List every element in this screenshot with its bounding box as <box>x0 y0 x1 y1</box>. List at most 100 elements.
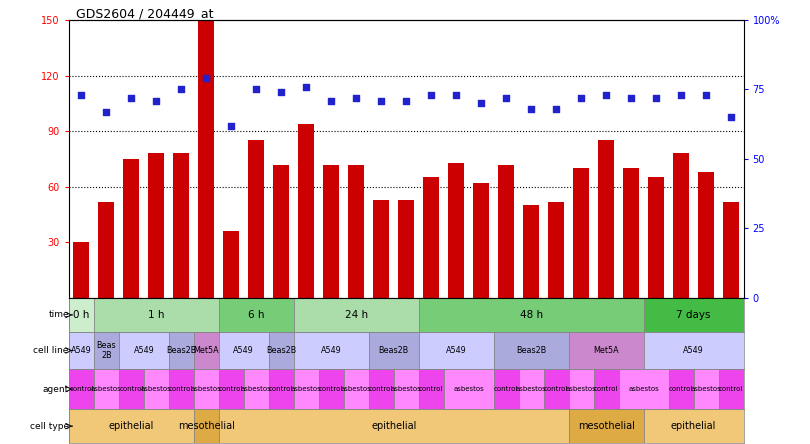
Bar <box>198 20 215 298</box>
Point <box>375 97 388 104</box>
Bar <box>294 332 369 369</box>
Bar <box>69 409 194 443</box>
Bar <box>644 409 744 443</box>
Text: control: control <box>169 386 194 392</box>
Bar <box>319 369 343 409</box>
Text: cell line: cell line <box>33 346 69 355</box>
Text: asbestos: asbestos <box>565 386 596 392</box>
Bar <box>493 332 569 369</box>
Point <box>125 94 138 101</box>
Point <box>650 94 663 101</box>
Bar <box>148 154 164 298</box>
Text: asbestos: asbestos <box>141 386 172 392</box>
Text: 0 h: 0 h <box>73 310 90 320</box>
Bar <box>619 369 668 409</box>
Text: A549: A549 <box>233 346 254 355</box>
Bar <box>98 202 114 298</box>
Bar <box>219 409 569 443</box>
Bar <box>723 202 740 298</box>
Text: epithelial: epithelial <box>109 421 154 431</box>
Text: time: time <box>49 310 69 319</box>
Bar <box>123 159 139 298</box>
Text: asbestos: asbestos <box>391 386 421 392</box>
Point <box>450 91 463 99</box>
Bar <box>548 202 565 298</box>
Text: control: control <box>494 386 518 392</box>
Text: asbestos: asbestos <box>629 386 659 392</box>
Text: asbestos: asbestos <box>191 386 222 392</box>
Bar <box>119 332 168 369</box>
Text: control: control <box>719 386 744 392</box>
Text: mesothelial: mesothelial <box>578 421 634 431</box>
Text: agent: agent <box>43 385 69 393</box>
Point <box>75 91 87 99</box>
Text: A549: A549 <box>446 346 467 355</box>
Bar <box>419 298 644 332</box>
Text: mesothelial: mesothelial <box>178 421 235 431</box>
Bar <box>219 369 244 409</box>
Bar <box>423 178 439 298</box>
Bar <box>168 369 194 409</box>
Text: GDS2604 / 204449_at: GDS2604 / 204449_at <box>75 7 213 20</box>
Text: control: control <box>319 386 343 392</box>
Bar <box>718 369 744 409</box>
Point <box>725 114 738 121</box>
Bar <box>119 369 144 409</box>
Text: asbestos: asbestos <box>91 386 122 392</box>
Bar <box>244 369 269 409</box>
Text: asbestos: asbestos <box>341 386 372 392</box>
Point <box>175 86 188 93</box>
Text: 7 days: 7 days <box>676 310 711 320</box>
Bar <box>194 409 219 443</box>
Bar <box>94 332 119 369</box>
Point <box>550 105 563 112</box>
Text: Beas2B: Beas2B <box>166 346 197 355</box>
Point <box>424 91 437 99</box>
Text: control: control <box>119 386 143 392</box>
Bar <box>194 369 219 409</box>
Bar <box>419 369 444 409</box>
Text: asbestos: asbestos <box>454 386 484 392</box>
Bar <box>668 369 693 409</box>
Bar <box>598 140 614 298</box>
Bar <box>544 369 569 409</box>
Point <box>525 105 538 112</box>
Text: A549: A549 <box>134 346 154 355</box>
Bar <box>73 242 89 298</box>
Bar <box>69 298 94 332</box>
Bar <box>644 298 744 332</box>
Text: 48 h: 48 h <box>519 310 543 320</box>
Bar <box>473 183 489 298</box>
Text: control: control <box>369 386 394 392</box>
Bar <box>248 140 264 298</box>
Bar <box>273 165 289 298</box>
Text: 1 h: 1 h <box>148 310 164 320</box>
Point <box>500 94 513 101</box>
Text: control: control <box>669 386 693 392</box>
Text: A549: A549 <box>71 346 92 355</box>
Bar <box>594 369 619 409</box>
Bar <box>693 369 718 409</box>
Bar <box>623 168 639 298</box>
Text: 6 h: 6 h <box>248 310 265 320</box>
Point <box>275 89 288 96</box>
Bar <box>698 172 714 298</box>
Bar <box>369 369 394 409</box>
Text: asbestos: asbestos <box>291 386 322 392</box>
Bar <box>673 154 689 298</box>
Bar <box>294 298 419 332</box>
Bar <box>348 165 364 298</box>
Point <box>574 94 587 101</box>
Bar <box>573 168 589 298</box>
Text: Beas2B: Beas2B <box>266 346 296 355</box>
Text: control: control <box>69 386 93 392</box>
Text: Beas
2B: Beas 2B <box>96 341 116 360</box>
Bar <box>219 332 269 369</box>
Text: asbestos: asbestos <box>241 386 271 392</box>
Bar <box>69 369 94 409</box>
Bar <box>493 369 518 409</box>
Text: control: control <box>594 386 618 392</box>
Text: Met5A: Met5A <box>593 346 619 355</box>
Bar <box>323 165 339 298</box>
Bar <box>523 205 539 298</box>
